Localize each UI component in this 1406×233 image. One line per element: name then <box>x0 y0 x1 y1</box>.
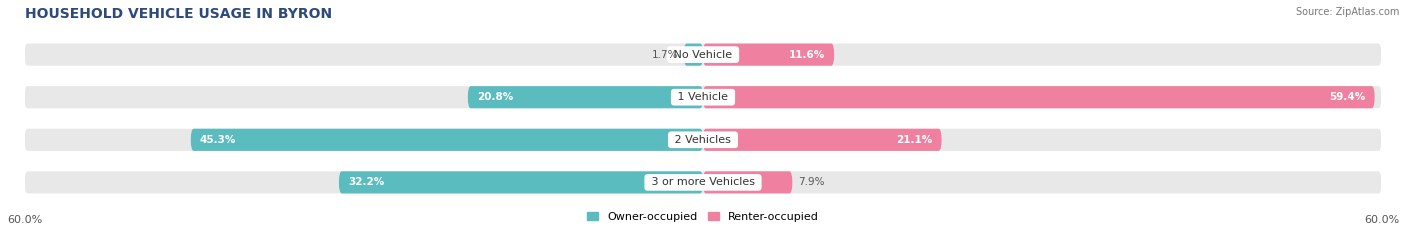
FancyBboxPatch shape <box>24 86 1382 108</box>
Text: Source: ZipAtlas.com: Source: ZipAtlas.com <box>1295 7 1399 17</box>
FancyBboxPatch shape <box>339 171 703 193</box>
Text: 2 Vehicles: 2 Vehicles <box>671 135 735 145</box>
FancyBboxPatch shape <box>191 129 703 151</box>
FancyBboxPatch shape <box>703 86 1375 108</box>
FancyBboxPatch shape <box>24 44 1382 66</box>
Text: HOUSEHOLD VEHICLE USAGE IN BYRON: HOUSEHOLD VEHICLE USAGE IN BYRON <box>24 7 332 21</box>
FancyBboxPatch shape <box>703 44 834 66</box>
Text: 3 or more Vehicles: 3 or more Vehicles <box>648 177 758 187</box>
FancyBboxPatch shape <box>468 86 703 108</box>
FancyBboxPatch shape <box>24 171 1382 193</box>
Text: 11.6%: 11.6% <box>789 50 825 60</box>
Text: 59.4%: 59.4% <box>1329 92 1365 102</box>
Text: 1.7%: 1.7% <box>651 50 678 60</box>
FancyBboxPatch shape <box>703 171 793 193</box>
Text: 20.8%: 20.8% <box>477 92 513 102</box>
Text: No Vehicle: No Vehicle <box>671 50 735 60</box>
Text: 1 Vehicle: 1 Vehicle <box>675 92 731 102</box>
Text: 45.3%: 45.3% <box>200 135 236 145</box>
Text: 32.2%: 32.2% <box>347 177 384 187</box>
FancyBboxPatch shape <box>24 129 1382 151</box>
Text: 7.9%: 7.9% <box>799 177 824 187</box>
Text: 21.1%: 21.1% <box>896 135 932 145</box>
Legend: Owner-occupied, Renter-occupied: Owner-occupied, Renter-occupied <box>582 207 824 226</box>
FancyBboxPatch shape <box>683 44 703 66</box>
FancyBboxPatch shape <box>703 129 942 151</box>
